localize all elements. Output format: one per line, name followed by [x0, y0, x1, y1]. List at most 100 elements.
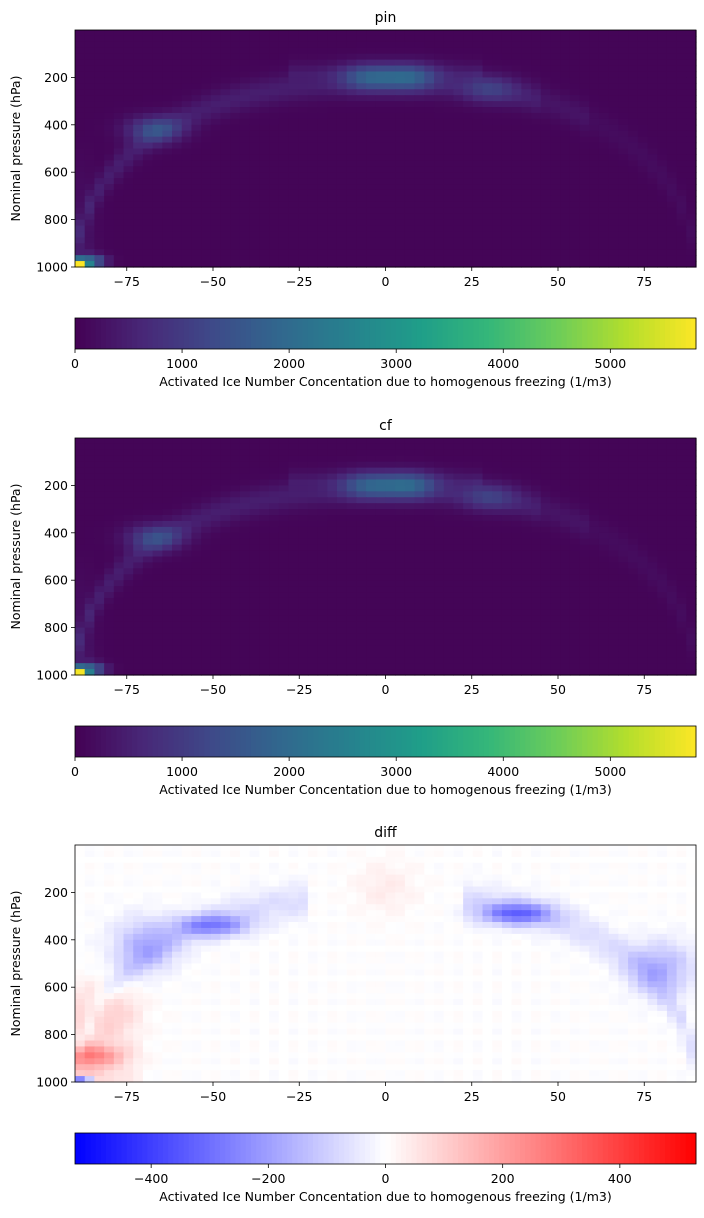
heatmap-cell: [463, 201, 474, 209]
heatmap-cell: [424, 503, 435, 510]
heatmap-cell: [482, 118, 493, 126]
heatmap-cell: [501, 59, 513, 67]
heatmap-cell: [463, 195, 474, 203]
colorbar-segment: [162, 318, 169, 349]
heatmap-cell: [123, 107, 134, 114]
heatmap-cell: [346, 550, 357, 558]
heatmap-cell: [618, 189, 629, 197]
heatmap-cell: [501, 515, 513, 522]
heatmap-cell: [152, 592, 163, 599]
heatmap-cell: [540, 503, 552, 510]
heatmap-cell: [133, 201, 144, 209]
heatmap-cell: [482, 53, 493, 61]
heatmap-cell: [686, 621, 697, 629]
heatmap-cell: [676, 95, 687, 102]
heatmap-cell: [366, 71, 377, 78]
heatmap-cell: [531, 219, 542, 227]
heatmap-cell: [521, 538, 532, 546]
heatmap-cell: [676, 107, 687, 114]
heatmap-cell: [463, 101, 474, 108]
heatmap-cell: [540, 467, 552, 475]
heatmap-cell: [482, 166, 493, 173]
heatmap-cell: [133, 603, 144, 611]
heatmap-cell: [327, 255, 338, 262]
heatmap-cell: [239, 213, 251, 221]
heatmap-cell: [395, 249, 406, 256]
heatmap-cell: [249, 35, 260, 43]
heatmap-cell: [676, 538, 687, 546]
heatmap-cell: [181, 201, 193, 209]
heatmap-cell: [366, 53, 377, 61]
heatmap-cell: [336, 621, 348, 629]
heatmap-cell: [94, 89, 105, 96]
heatmap-cell: [230, 142, 241, 150]
heatmap-cell: [511, 550, 522, 558]
heatmap-cell: [511, 89, 522, 96]
heatmap-cell: [298, 503, 309, 510]
heatmap-cell: [569, 136, 581, 144]
heatmap-cell: [404, 621, 416, 629]
heatmap-cell: [463, 603, 474, 611]
heatmap-cell: [230, 178, 241, 185]
heatmap-cell: [249, 473, 260, 481]
heatmap-cell: [327, 219, 338, 227]
heatmap-cell: [676, 148, 687, 156]
heatmap-cell: [550, 485, 561, 492]
heatmap-cell: [239, 597, 251, 605]
heatmap-cell: [191, 118, 202, 126]
heatmap-cell: [249, 160, 260, 167]
heatmap-cell: [317, 449, 328, 457]
heatmap-panel-cf: cf−75 −50 −25 0 25 50 752004006008001000Nomina…: [8, 418, 697, 797]
heatmap-cell: [414, 586, 425, 593]
heatmap-cell: [172, 562, 183, 569]
heatmap-cell: [327, 467, 338, 475]
heatmap-cell: [249, 485, 260, 492]
heatmap-cell: [443, 83, 455, 90]
heatmap-cell: [336, 195, 348, 203]
heatmap-cell: [482, 160, 493, 167]
heatmap-cell: [463, 71, 474, 78]
heatmap-cell: [278, 609, 290, 617]
heatmap-cell: [647, 556, 658, 564]
heatmap-cell: [608, 562, 619, 569]
heatmap-cell: [560, 195, 571, 203]
heatmap-cell: [637, 154, 649, 161]
heatmap-cell: [142, 544, 154, 552]
heatmap-cell: [123, 621, 134, 629]
heatmap-cell: [472, 515, 484, 522]
heatmap-cell: [521, 255, 532, 262]
heatmap-cell: [366, 597, 377, 605]
heatmap-cell: [307, 609, 319, 617]
heatmap-cell: [133, 443, 144, 451]
heatmap-cell: [618, 479, 629, 486]
heatmap-cell: [589, 101, 600, 108]
heatmap-cell: [589, 148, 600, 156]
heatmap-cell: [414, 520, 425, 528]
heatmap-cell: [482, 503, 493, 510]
heatmap-cell: [230, 107, 241, 114]
heatmap-cell: [317, 255, 328, 262]
heatmap-cell: [569, 615, 581, 623]
heatmap-cell: [307, 509, 319, 516]
heatmap-cell: [540, 95, 552, 102]
colorbar-segment: [623, 318, 630, 349]
heatmap-cell: [230, 184, 241, 191]
heatmap-cell: [395, 438, 406, 445]
heatmap-cell: [269, 515, 280, 522]
heatmap-cell: [686, 118, 697, 126]
heatmap-cell: [181, 538, 193, 546]
heatmap-cell: [375, 621, 387, 629]
heatmap-cell: [133, 515, 144, 522]
heatmap-cell: [142, 562, 154, 569]
heatmap-cell: [395, 130, 406, 138]
heatmap-cell: [259, 438, 270, 445]
heatmap-cell: [181, 112, 193, 120]
colorbar-segment: [592, 318, 599, 349]
heatmap-cell: [249, 65, 260, 73]
heatmap-cell: [142, 586, 154, 593]
heatmap-cell: [443, 112, 455, 120]
heatmap-cell: [133, 189, 144, 197]
heatmap-cell: [463, 136, 474, 144]
heatmap-cell: [569, 35, 581, 43]
heatmap-cell: [104, 219, 115, 227]
